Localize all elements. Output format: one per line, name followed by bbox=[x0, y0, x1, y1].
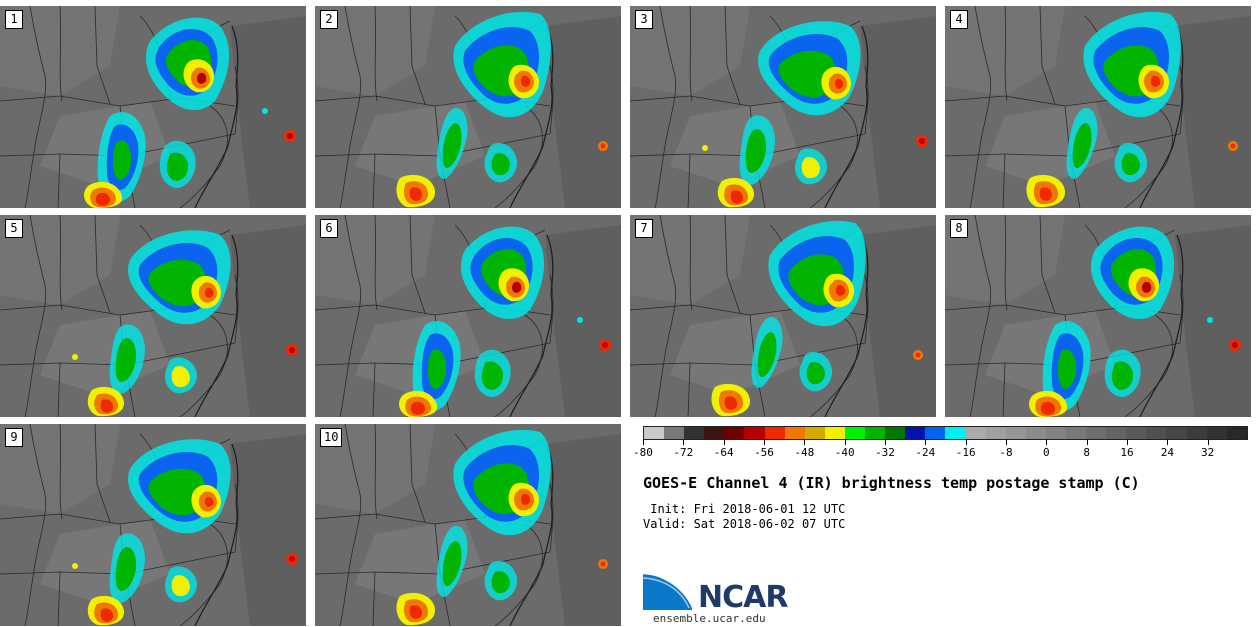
colorbar-tick-label: -72 bbox=[673, 446, 694, 459]
colorbar-segment bbox=[724, 427, 745, 439]
colorbar-segment bbox=[885, 427, 906, 439]
colorbar-tick-label: -80 bbox=[633, 446, 653, 459]
colorbar-segment bbox=[804, 427, 825, 439]
colorbar-segment bbox=[865, 427, 886, 439]
satellite-map bbox=[0, 424, 306, 626]
postage-stamp-panel: 9 bbox=[0, 424, 306, 626]
colorbar-segment bbox=[945, 427, 966, 439]
colorbar-tick-label: 32 bbox=[1201, 446, 1215, 459]
colorbar-segment bbox=[844, 427, 866, 439]
postage-stamp-panel: 1 bbox=[0, 6, 306, 208]
postage-stamp-panel: 2 bbox=[315, 6, 621, 208]
colorbar-tick-label: 0 bbox=[1043, 446, 1050, 459]
colorbar-tick-label: -24 bbox=[915, 446, 936, 459]
postage-stamp-panel: 6 bbox=[315, 215, 621, 417]
postage-stamp-panel: 4 bbox=[945, 6, 1251, 208]
colorbar-tick-label: -40 bbox=[834, 446, 855, 459]
colorbar-tick-label: 24 bbox=[1160, 446, 1174, 459]
colorbar-segment bbox=[1186, 427, 1207, 439]
colorbar-segment bbox=[1206, 427, 1227, 439]
colorbar-tick-axis: -80 -72 -64 -56 -48 -40 -32 -24 -16 -8 0 8 16 24 32 bbox=[633, 440, 1248, 460]
ncar-logo-text: NCAR bbox=[698, 580, 788, 615]
colorbar-segment bbox=[1226, 427, 1247, 439]
colorbar-tick bbox=[925, 440, 927, 445]
colorbar-tick bbox=[885, 440, 886, 445]
satellite-map bbox=[315, 6, 621, 208]
postage-stamp-panel: 7 bbox=[630, 215, 936, 417]
satellite-map bbox=[630, 215, 936, 417]
colorbar-segment bbox=[1146, 427, 1167, 439]
colorbar-segment bbox=[764, 427, 785, 439]
panel-number: 9 bbox=[5, 428, 23, 447]
colorbar-segment bbox=[1065, 427, 1087, 439]
colorbar-segment bbox=[644, 427, 665, 439]
colorbar-tick bbox=[1127, 440, 1128, 445]
postage-stamp-panel: 8 bbox=[945, 215, 1251, 417]
panel-number: 2 bbox=[320, 10, 338, 29]
colorbar-tick bbox=[1006, 440, 1007, 445]
colorbar-segment bbox=[905, 427, 926, 439]
colorbar-tick bbox=[643, 440, 644, 445]
colorbar-tick bbox=[764, 440, 765, 445]
satellite-map bbox=[0, 215, 306, 417]
valid-time: Valid: Sat 2018-06-02 07 UTC bbox=[643, 517, 846, 531]
colorbar-tick-label: -32 bbox=[875, 446, 895, 459]
colorbar-tick bbox=[683, 440, 685, 445]
colorbar-tick bbox=[723, 440, 725, 445]
colorbar-segment bbox=[1166, 427, 1187, 439]
satellite-map bbox=[315, 424, 621, 626]
colorbar-tick bbox=[1167, 440, 1169, 445]
panel-number: 10 bbox=[320, 428, 343, 447]
panel-number: 4 bbox=[950, 10, 968, 29]
colorbar-segment bbox=[1005, 427, 1026, 439]
colorbar-tick-label: -56 bbox=[754, 446, 774, 459]
satellite-map bbox=[315, 215, 621, 417]
colorbar-tick-label: -8 bbox=[999, 446, 1013, 459]
panel-number: 8 bbox=[950, 219, 968, 238]
colorbar-segment bbox=[664, 427, 685, 439]
temperature-colorbar bbox=[643, 426, 1248, 440]
panel-number: 6 bbox=[320, 219, 338, 238]
colorbar-segment bbox=[925, 427, 946, 439]
panel-number: 1 bbox=[5, 10, 23, 29]
colorbar-tick bbox=[1207, 440, 1209, 445]
colorbar-tick-label: 16 bbox=[1120, 446, 1134, 459]
colorbar-tick-label: -48 bbox=[794, 446, 815, 459]
colorbar-segment bbox=[1025, 427, 1046, 439]
colorbar-segment bbox=[784, 427, 805, 439]
panel-number: 3 bbox=[635, 10, 653, 29]
satellite-map bbox=[630, 6, 936, 208]
colorbar-segment bbox=[1045, 427, 1066, 439]
colorbar-segment bbox=[704, 427, 725, 439]
colorbar-segment bbox=[684, 427, 705, 439]
colorbar-tick bbox=[965, 440, 967, 445]
postage-stamp-panel: 10 bbox=[315, 424, 621, 626]
colorbar-tick bbox=[1046, 440, 1048, 445]
colorbar-segment bbox=[1086, 427, 1107, 439]
colorbar-tick-label: -64 bbox=[713, 446, 734, 459]
colorbar-tick bbox=[844, 440, 846, 445]
colorbar-tick-label: 8 bbox=[1083, 446, 1090, 459]
colorbar-segment bbox=[1106, 427, 1127, 439]
colorbar-segment bbox=[985, 427, 1006, 439]
colorbar-tick bbox=[804, 440, 806, 445]
colorbar-segment bbox=[965, 427, 986, 439]
colorbar-segment bbox=[824, 427, 845, 439]
colorbar-segment bbox=[1126, 427, 1147, 439]
ncar-logo-icon bbox=[642, 571, 696, 610]
satellite-map bbox=[945, 215, 1251, 417]
panel-number: 5 bbox=[5, 219, 23, 238]
colorbar-tick-label: -16 bbox=[955, 446, 976, 459]
colorbar-tick bbox=[1086, 440, 1088, 445]
ensemble-url: ensemble.ucar.edu bbox=[653, 612, 766, 625]
figure-title: GOES-E Channel 4 (IR) brightness temp po… bbox=[643, 474, 1140, 492]
panel-number: 7 bbox=[635, 219, 653, 238]
postage-stamp-panel: 3 bbox=[630, 6, 936, 208]
init-time: Init: Fri 2018-06-01 12 UTC bbox=[643, 502, 846, 516]
satellite-map bbox=[0, 6, 306, 208]
colorbar-segment bbox=[744, 427, 765, 439]
postage-stamp-panel: 5 bbox=[0, 215, 306, 417]
satellite-map bbox=[945, 6, 1251, 208]
